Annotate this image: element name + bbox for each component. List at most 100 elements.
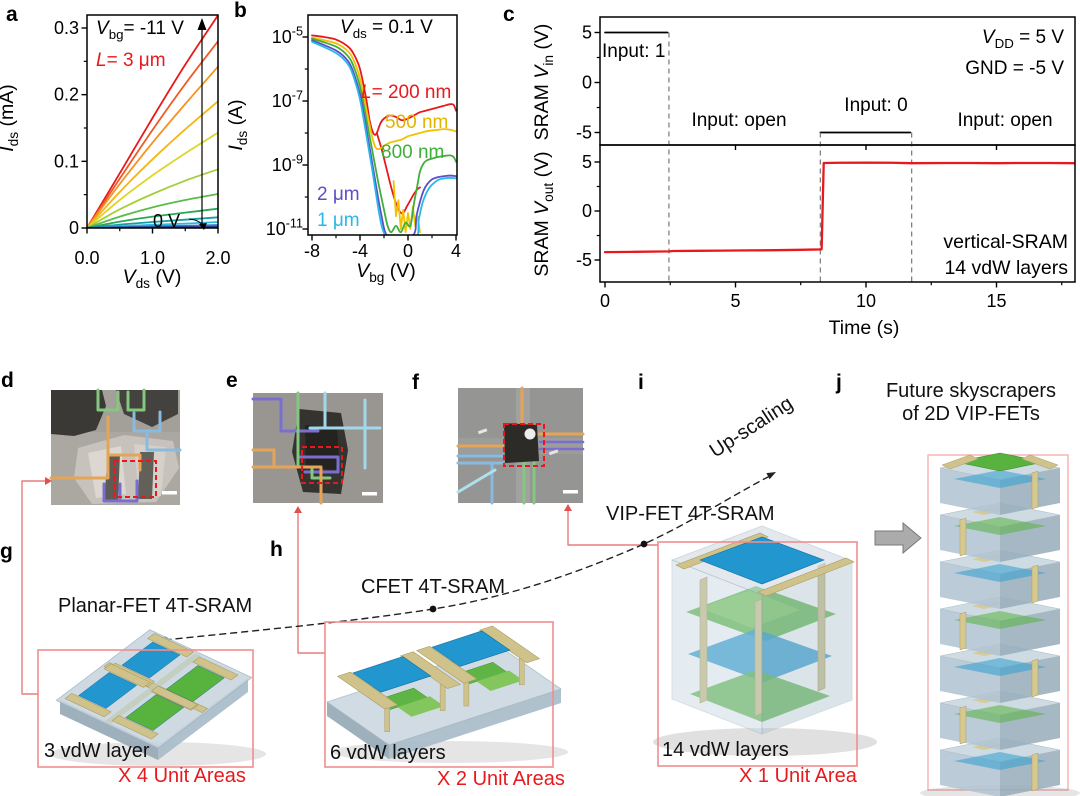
skyscraper-title: Future skyscrapers of 2D VIP-FETs <box>885 380 1057 425</box>
svg-text:SRAM Vout (V): SRAM Vout (V) <box>531 151 556 276</box>
svg-text:10-11: 10-11 <box>266 216 303 239</box>
svg-text:0: 0 <box>69 218 79 238</box>
series <box>311 36 457 151</box>
svg-text:800 nm: 800 nm <box>381 142 444 163</box>
svg-text:Ids (mA): Ids (mA) <box>0 84 21 152</box>
svg-text:4: 4 <box>451 241 461 261</box>
svg-text:1.0: 1.0 <box>140 248 165 268</box>
sem-image-vipfet <box>456 386 585 505</box>
svg-text:SRAM Vin (V): SRAM Vin (V) <box>531 24 556 141</box>
svg-text:-4: -4 <box>352 241 368 261</box>
svg-text:10: 10 <box>856 291 876 311</box>
panel-label-b: b <box>234 0 247 22</box>
panel-label-h: h <box>270 538 283 561</box>
svg-text:-5: -5 <box>576 123 592 143</box>
series <box>311 40 457 235</box>
connector-arrow-e <box>294 506 302 513</box>
panel-label-d: d <box>1 369 14 392</box>
series <box>87 193 218 228</box>
svg-text:Input: 0: Input: 0 <box>844 95 907 116</box>
svg-text:Input: 1: Input: 1 <box>602 41 665 62</box>
vipfet-title: VIP-FET 4T-SRAM <box>606 503 775 525</box>
series <box>87 131 218 228</box>
series <box>87 15 218 228</box>
chart-a: 0.0 1.0 2.0 0 0.1 0.2 0.3 Vds (V) Ids (mA) Vbg= -… <box>0 14 231 291</box>
svg-text:10-7: 10-7 <box>272 88 303 111</box>
series <box>603 161 1075 254</box>
vipfet-unit-box <box>657 541 858 767</box>
series <box>87 168 218 228</box>
svg-text:vertical-SRAM: vertical-SRAM <box>943 231 1068 253</box>
render-cfet <box>326 625 568 763</box>
series <box>87 216 218 228</box>
svg-text:0: 0 <box>600 291 610 311</box>
planar-unit-areas-label: X 4 Unit Areas <box>118 765 246 787</box>
svg-text:Vds (V): Vds (V) <box>123 266 182 291</box>
svg-text:0.3: 0.3 <box>54 18 79 38</box>
svg-text:500 nm: 500 nm <box>385 112 448 133</box>
svg-text:L= 3 μm: L= 3 μm <box>96 50 166 71</box>
svg-text:5: 5 <box>582 23 592 43</box>
panel-label-g: g <box>0 540 13 563</box>
scale-bar <box>162 491 177 495</box>
sram-cell-highlight-box <box>301 446 343 484</box>
svg-text:-5: -5 <box>576 250 592 270</box>
series <box>87 207 218 228</box>
render-planar-fet <box>50 629 266 766</box>
cfet-unit-box <box>324 621 554 768</box>
svg-text:GND = -5 V: GND = -5 V <box>965 58 1064 79</box>
sem-image-planar <box>49 388 182 505</box>
panel-label-i: i <box>638 371 644 394</box>
svg-text:Ids (A): Ids (A) <box>225 99 250 150</box>
svg-text:0 V: 0 V <box>153 211 180 231</box>
scale-bar <box>563 490 578 494</box>
render-skyscraper <box>920 452 1080 796</box>
connector-lines <box>21 477 659 695</box>
svg-text:5: 5 <box>730 291 740 311</box>
svg-text:0: 0 <box>582 73 592 93</box>
chart-b: -8 -4 0 4 10-5 10-7 10-9 10-11 Vbg (V) Ids (A) Vds… <box>225 14 461 285</box>
planar-layers-caption: 3 vdW layer <box>44 740 150 762</box>
svg-text:0.1: 0.1 <box>54 151 79 171</box>
series <box>311 34 457 136</box>
svg-text:Vbg= -11 V: Vbg= -11 V <box>96 18 184 42</box>
svg-text:0.2: 0.2 <box>54 85 79 105</box>
svg-text:VDD = 5 V: VDD = 5 V <box>982 27 1064 51</box>
connector-arrow-d <box>45 477 52 485</box>
chart-b-series <box>311 34 457 235</box>
chart-c_in-series <box>604 31 912 134</box>
svg-text:-8: -8 <box>304 241 320 261</box>
svg-text:10-9: 10-9 <box>272 152 303 175</box>
cfet-layers-caption: 6 vdW layers <box>330 742 446 764</box>
upscaling-arrowhead <box>766 472 776 480</box>
panel-label-e: e <box>226 369 238 392</box>
panel-label-f: f <box>412 371 419 394</box>
svg-text:15: 15 <box>986 291 1006 311</box>
cfet-unit-areas-label: X 2 Unit Areas <box>437 768 565 790</box>
series <box>311 37 457 234</box>
chart-c_out: 0 5 10 15 5 0 -5 Time (s) SRAM Vout (V) vertical-… <box>531 32 1076 339</box>
svg-text:L= 200 nm: L= 200 nm <box>361 82 451 103</box>
upscaling-trajectory <box>161 472 776 644</box>
series <box>375 132 421 215</box>
svg-text:Input: open: Input: open <box>957 110 1052 131</box>
connector-arrow-f <box>564 504 572 511</box>
scale-bar <box>362 492 377 496</box>
trajectory-dot <box>429 605 437 613</box>
right-arrow-icon <box>874 521 922 555</box>
svg-text:Input: open: Input: open <box>691 110 786 131</box>
svg-text:2 μm: 2 μm <box>317 184 360 205</box>
render-vipfet <box>653 525 877 756</box>
svg-text:2.0: 2.0 <box>205 248 230 268</box>
svg-text:Vbg (V): Vbg (V) <box>356 260 416 285</box>
chart-c_out-series <box>603 161 1075 254</box>
chart-a-series <box>87 15 218 228</box>
chart-c_in: 5 0 -5 SRAM Vin (V) Input: 1 Input: open Input… <box>531 16 1076 146</box>
svg-text:10-5: 10-5 <box>272 24 303 47</box>
sem-image-cfet <box>251 391 383 505</box>
cfet-title: CFET 4T-SRAM <box>361 576 506 598</box>
vipfet-layers-caption: 14 vdW layers <box>662 739 789 761</box>
